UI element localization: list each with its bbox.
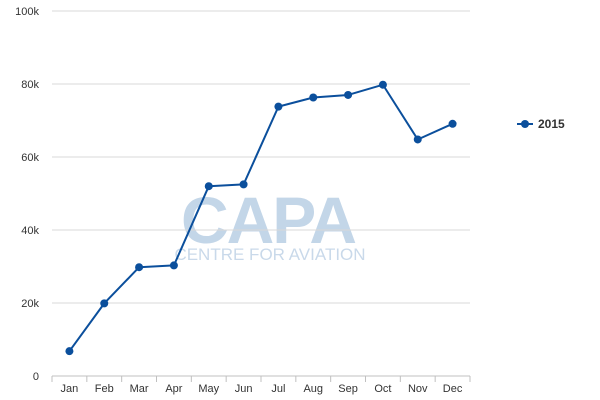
- watermark-tagline: CENTRE FOR AVIATION: [174, 245, 365, 264]
- y-tick-label: 60k: [21, 152, 39, 164]
- x-axis: Jan Feb Mar Apr May Jun Jul Aug Sep Oct Nov Dec: [51, 375, 471, 395]
- x-tick-label: Feb: [95, 383, 114, 395]
- legend[interactable]: 2015: [517, 117, 565, 131]
- data-point-nov[interactable]: [413, 135, 422, 144]
- data-point-jul[interactable]: [274, 102, 283, 111]
- x-tick-label: Dec: [443, 383, 463, 395]
- gridlines: [52, 10, 470, 304]
- data-point-mar[interactable]: [135, 263, 144, 272]
- x-tick-label: Mar: [130, 383, 149, 395]
- data-point-feb[interactable]: [100, 299, 109, 308]
- data-point-jun[interactable]: [239, 180, 248, 189]
- data-point-jan[interactable]: [65, 347, 74, 356]
- x-tick-label: Oct: [374, 383, 391, 395]
- y-tick-label: 40k: [21, 225, 39, 237]
- data-point-dec[interactable]: [448, 119, 457, 128]
- series-2015: [65, 80, 457, 356]
- data-point-sep[interactable]: [344, 90, 353, 99]
- x-tick-label: Jul: [271, 383, 285, 395]
- legend-marker-icon: [521, 120, 529, 128]
- x-tick-label: Nov: [408, 383, 428, 395]
- legend-label: 2015: [538, 117, 565, 131]
- y-tick-label: 0: [33, 371, 39, 383]
- capa-watermark: CAPA CENTRE FOR AVIATION: [174, 183, 365, 264]
- x-tick-label: May: [198, 383, 219, 395]
- x-tick-label: Jan: [61, 383, 79, 395]
- y-tick-label: 80k: [21, 79, 39, 91]
- data-point-oct[interactable]: [378, 80, 387, 89]
- y-axis-ticks: 0 20k 40k 60k 80k 100k: [15, 6, 39, 383]
- x-tick-label: Apr: [165, 383, 182, 395]
- data-point-apr[interactable]: [169, 261, 178, 270]
- y-tick-label: 20k: [21, 298, 39, 310]
- legend-item-2015[interactable]: 2015: [517, 117, 565, 131]
- x-tick-label: Sep: [338, 383, 358, 395]
- x-tick-label: Jun: [235, 383, 253, 395]
- series-line: [68, 83, 453, 352]
- data-point-may[interactable]: [204, 182, 213, 191]
- x-tick-label: Aug: [303, 383, 323, 395]
- y-tick-label: 100k: [15, 6, 39, 18]
- data-point-aug[interactable]: [309, 93, 318, 102]
- watermark-logo: CAPA: [181, 183, 355, 257]
